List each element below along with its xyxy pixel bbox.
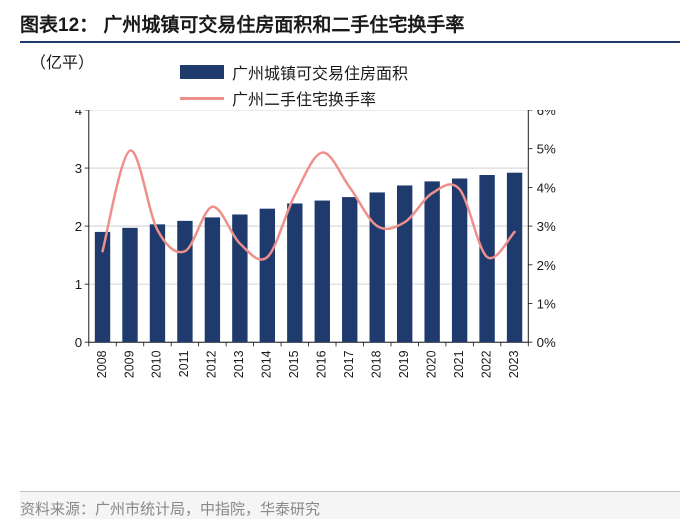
svg-text:2022: 2022	[479, 350, 493, 378]
legend-bar-row: 广州城镇可交易住房面积	[180, 60, 408, 84]
figure-container: 图表12： 广州城镇可交易住房面积和二手住宅换手率 （亿平） 广州城镇可交易住房…	[0, 0, 700, 529]
figure-title: 图表12： 广州城镇可交易住房面积和二手住宅换手率	[20, 10, 464, 37]
svg-text:0%: 0%	[537, 335, 556, 350]
svg-text:2013: 2013	[232, 350, 246, 378]
svg-text:2012: 2012	[205, 350, 219, 378]
svg-text:5%: 5%	[537, 142, 556, 157]
legend-bar-swatch	[180, 65, 224, 79]
svg-text:2009: 2009	[122, 350, 136, 378]
svg-text:2008: 2008	[95, 350, 109, 378]
legend-line-row: 广州二手住宅换手率	[180, 86, 408, 110]
svg-text:2016: 2016	[315, 350, 329, 378]
svg-text:2014: 2014	[260, 350, 274, 378]
svg-text:4: 4	[75, 110, 82, 118]
svg-text:4%: 4%	[537, 180, 556, 195]
svg-text:2: 2	[75, 219, 82, 234]
legend-line-label: 广州二手住宅换手率	[232, 86, 376, 110]
svg-text:2010: 2010	[150, 350, 164, 378]
legend: 广州城镇可交易住房面积 广州二手住宅换手率	[180, 60, 408, 112]
source-bar: 资料来源：广州市统计局，中指院，华泰研究	[20, 491, 680, 519]
svg-text:1: 1	[75, 277, 82, 292]
svg-text:1%: 1%	[537, 296, 556, 311]
source-text: 资料来源：广州市统计局，中指院，华泰研究	[20, 501, 320, 518]
svg-text:2023: 2023	[507, 350, 521, 378]
svg-text:2020: 2020	[424, 350, 438, 378]
legend-line-swatch	[180, 97, 224, 100]
legend-bar-label: 广州城镇可交易住房面积	[232, 60, 408, 84]
svg-text:6%: 6%	[537, 110, 556, 118]
svg-text:2018: 2018	[369, 350, 383, 378]
svg-text:3%: 3%	[537, 219, 556, 234]
svg-text:2%: 2%	[537, 258, 556, 273]
title-bar: 图表12： 广州城镇可交易住房面积和二手住宅换手率	[20, 10, 680, 43]
svg-text:2021: 2021	[452, 350, 466, 378]
svg-text:2011: 2011	[177, 350, 191, 377]
svg-text:0: 0	[75, 335, 82, 350]
svg-text:2017: 2017	[342, 350, 356, 378]
chart-plot: 0 1 2 3 4 0% 1% 2% 3% 4% 5% 6% 2008 2009 2010 2011 2012 2…	[60, 110, 640, 450]
svg-text:2019: 2019	[397, 350, 411, 378]
svg-text:2015: 2015	[287, 350, 301, 378]
svg-text:3: 3	[75, 161, 82, 176]
